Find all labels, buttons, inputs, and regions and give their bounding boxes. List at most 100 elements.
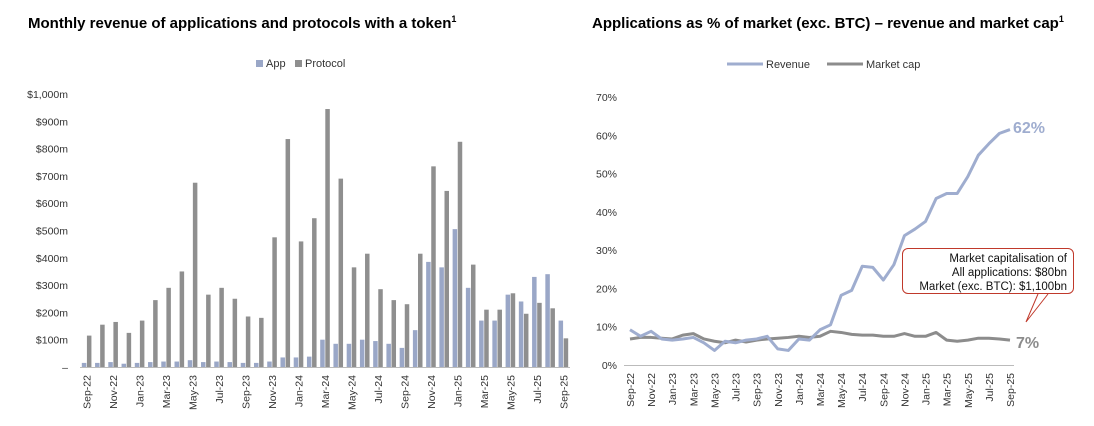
x-tick-label: Sep-24 xyxy=(878,373,890,407)
bar-app xyxy=(240,362,246,367)
x-tick-label: Jan-24 xyxy=(794,373,806,405)
left-bar-chart: App Protocol – $100m $200m $300m $400m $500m $60… xyxy=(27,58,570,410)
y-tick-label: 40% xyxy=(596,207,617,219)
x-tick-label: Jul-25 xyxy=(984,373,996,402)
y-tick-label: 70% xyxy=(596,92,617,104)
x-tick-label: Jul-25 xyxy=(532,375,544,404)
end-label-market-cap: 7% xyxy=(1016,335,1039,352)
y-tick-label: 0% xyxy=(602,360,617,372)
callout-line-1: Market capitalisation of xyxy=(949,253,1067,265)
y-tick-label: $1,000m xyxy=(27,89,68,101)
legend-swatch-app xyxy=(256,60,263,67)
bar-app xyxy=(148,362,153,367)
y-tick-label: $800m xyxy=(36,144,68,156)
x-tick-label: May-24 xyxy=(836,373,848,408)
callout-line-2: All applications: $80bn xyxy=(951,267,1067,279)
bar-protocol xyxy=(537,302,542,367)
bar-protocol xyxy=(338,178,344,367)
x-tick-label: Sep-25 xyxy=(1005,373,1017,407)
bar-app xyxy=(479,320,484,367)
y-tick-label: 60% xyxy=(596,130,617,142)
y-tick-label: 10% xyxy=(596,322,617,334)
left-legend: App Protocol xyxy=(256,58,345,70)
bar-app xyxy=(320,339,325,367)
x-tick-label: Mar-23 xyxy=(688,373,700,406)
x-tick-label: Jan-25 xyxy=(921,373,933,405)
x-tick-label: Nov-23 xyxy=(267,375,279,409)
bar-app xyxy=(439,267,444,367)
bar-protocol xyxy=(418,253,423,367)
y-tick-label: $400m xyxy=(36,253,68,265)
bar-protocol xyxy=(365,253,370,367)
bar-app xyxy=(452,229,458,367)
bar-app xyxy=(253,362,259,367)
x-tick-label: Sep-25 xyxy=(558,375,570,409)
bar-app xyxy=(187,360,193,367)
y-tick-label: $600m xyxy=(36,198,68,210)
x-tick-label: Jan-23 xyxy=(135,375,147,407)
bar-app xyxy=(386,343,391,367)
y-tick-label: $900m xyxy=(36,116,68,128)
callout-pointer xyxy=(1025,293,1049,323)
bar-protocol xyxy=(404,304,410,367)
bar-app xyxy=(121,363,127,367)
x-tick-label: Nov-23 xyxy=(773,373,785,407)
bar-app xyxy=(161,361,166,367)
bar-app xyxy=(465,287,471,367)
bar-app xyxy=(412,330,418,367)
bar-protocol xyxy=(166,287,171,367)
bar-app xyxy=(492,320,497,367)
x-tick-label: Jul-24 xyxy=(373,375,385,404)
bar-app xyxy=(359,339,365,367)
y-tick-label: $200m xyxy=(36,307,68,319)
x-tick-label: Mar-24 xyxy=(815,373,827,406)
x-tick-label: Nov-22 xyxy=(108,375,120,409)
bar-protocol xyxy=(444,190,449,367)
bar-app xyxy=(333,343,338,367)
x-tick-label: Sep-24 xyxy=(399,375,411,409)
x-tick-label: Nov-22 xyxy=(646,373,658,407)
bar-app xyxy=(108,362,113,367)
bar-protocol xyxy=(100,324,105,367)
bar-protocol xyxy=(153,300,158,367)
y-tick-label: $100m xyxy=(36,335,68,347)
x-tick-label: May-25 xyxy=(505,375,517,410)
x-tick-label: Jan-24 xyxy=(294,375,306,407)
end-label-revenue: 62% xyxy=(1013,120,1045,137)
bar-protocol xyxy=(86,335,92,367)
y-tick-label: $500m xyxy=(36,226,68,238)
bar-protocol xyxy=(113,321,118,367)
bar-app xyxy=(373,341,378,367)
right-chart-title: Applications as % of market (exc. BTC) –… xyxy=(592,14,1064,32)
bar-protocol xyxy=(457,141,463,367)
y-tick-label: 30% xyxy=(596,245,617,257)
x-tick-label: Jan-23 xyxy=(667,373,679,405)
bar-protocol xyxy=(272,237,277,367)
left-chart-title: Monthly revenue of applications and prot… xyxy=(28,14,457,32)
x-tick-label: May-24 xyxy=(346,375,358,410)
bar-app xyxy=(227,362,232,367)
bar-app xyxy=(306,356,312,367)
bar-app xyxy=(267,361,272,367)
bar-protocol xyxy=(351,267,357,367)
bar-app xyxy=(134,362,140,367)
right-legend: Revenue Market cap xyxy=(727,59,920,71)
y-tick-label: $700m xyxy=(36,171,68,183)
bar-app xyxy=(81,362,87,367)
bar-protocol xyxy=(378,289,383,367)
bar-protocol xyxy=(523,313,529,367)
bar-protocol xyxy=(550,308,555,367)
x-tick-label: Jul-23 xyxy=(214,375,226,404)
bar-app xyxy=(518,301,524,367)
x-tick-label: Sep-22 xyxy=(82,375,94,409)
y-tick-label: $300m xyxy=(36,280,68,292)
x-tick-label: May-25 xyxy=(963,373,975,408)
bar-protocol xyxy=(192,182,198,367)
bar-app xyxy=(426,261,431,367)
bar-protocol xyxy=(179,271,185,367)
bar-app xyxy=(558,320,564,367)
bar-app xyxy=(280,357,285,367)
legend-label-market-cap: Market cap xyxy=(866,59,920,71)
x-tick-label: Jan-25 xyxy=(452,375,464,407)
